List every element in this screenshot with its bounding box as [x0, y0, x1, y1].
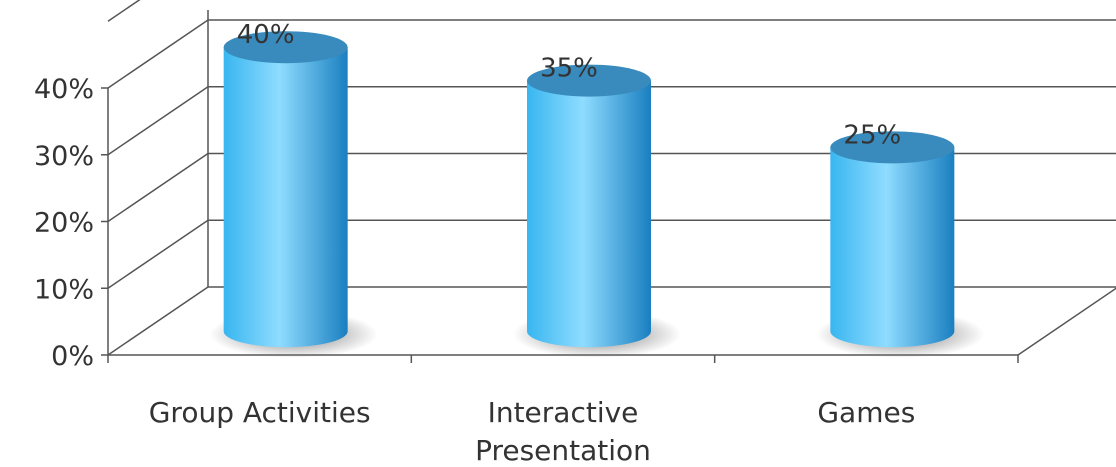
gridline-depth: [107, 86, 209, 156]
gridline-depth: [107, 19, 209, 89]
bar: [527, 80, 651, 348]
gridlines: [107, 0, 1116, 356]
bar-top: [527, 64, 651, 97]
y-tick-label: 20%: [34, 208, 94, 239]
bar: [830, 147, 955, 348]
gridline-depth: [107, 286, 209, 356]
bars: [209, 31, 985, 359]
y-tick-label: 10%: [34, 274, 94, 305]
bar-top: [830, 131, 955, 164]
data-label: 35%: [540, 54, 598, 84]
x-tick-label: Games: [817, 396, 915, 429]
bar-top: [223, 31, 348, 64]
gridline-depth: [107, 152, 209, 223]
y-tick-label: 30%: [34, 141, 94, 172]
floor-right-edge: [1017, 287, 1116, 356]
bar: [223, 47, 348, 348]
x-tick-label: Group Activities: [149, 396, 371, 429]
y-tick-label: 0%: [51, 341, 94, 372]
gridline-depth: [107, 0, 141, 22]
labels: 40% Group Activities 35% Interactive Present…: [149, 20, 916, 467]
data-label: 40%: [237, 20, 295, 50]
data-label: 25%: [843, 120, 901, 150]
y-tick-label: 40%: [34, 74, 94, 105]
gridline-depth: [107, 219, 209, 289]
x-tick-label: Interactive: [488, 396, 639, 429]
x-tick-label: Presentation: [475, 434, 651, 467]
